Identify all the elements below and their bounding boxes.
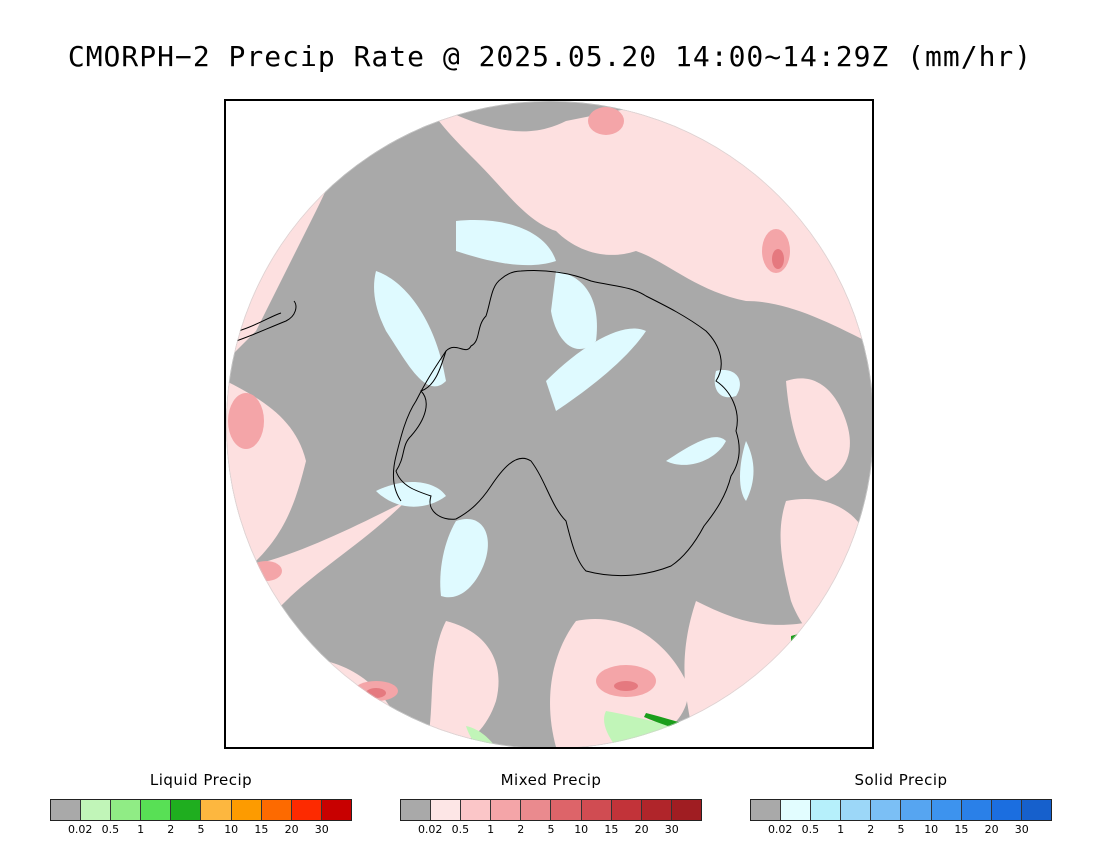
legend-tick-label: 15 (604, 823, 619, 836)
legend-swatch (751, 800, 782, 820)
legend-tick-label: 30 (1014, 823, 1029, 836)
legend-title: Liquid Precip (149, 771, 253, 789)
legend-color-bar (750, 799, 1052, 821)
legend-tick-label: 1 (137, 823, 145, 836)
legend-tick-label: 5 (547, 823, 555, 836)
map-title: CMORPH−2 Precip Rate @ 2025.05.20 14:00~… (67, 40, 1033, 73)
legend-swatch (961, 800, 992, 820)
legend-swatch (551, 800, 582, 820)
legend-tick-label: 2 (517, 823, 525, 836)
legend-tick-label: 10 (924, 823, 939, 836)
legend-swatch (901, 800, 932, 820)
legend-swatch (171, 800, 202, 820)
precip-map (224, 99, 874, 749)
legend-tick-label: 5 (897, 823, 905, 836)
legend-swatch (811, 800, 842, 820)
mixed-precip-heavy (366, 249, 784, 698)
legend-swatch (781, 800, 812, 820)
legend-tick-label: 20 (284, 823, 299, 836)
legend-swatch (931, 800, 962, 820)
legend-tick-label: 0.5 (801, 823, 820, 836)
legend-swatch (51, 800, 82, 820)
legend-swatch (581, 800, 612, 820)
legend-swatch (461, 800, 492, 820)
legend-swatch (321, 800, 351, 820)
legend-liquid-precip: Liquid Precip 0.02 0.5 1 2 5 10 15 20 30 (50, 770, 352, 837)
legend-tick-label: 0.02 (417, 823, 443, 836)
legend-tick-label: 10 (574, 823, 589, 836)
legend-swatch (641, 800, 672, 820)
legend-title: Mixed Precip (500, 771, 602, 789)
legend-tick-label: 0.02 (767, 823, 793, 836)
antarctic-peninsula (393, 350, 447, 502)
solid-precip-areas (374, 220, 754, 598)
legend-swatch (991, 800, 1022, 820)
legend-tick-label: 15 (954, 823, 969, 836)
legend-swatch (871, 800, 902, 820)
legend-tick-label: 2 (867, 823, 875, 836)
legend-color-bar (400, 799, 702, 821)
legend-tick-label: 2 (167, 823, 175, 836)
legend-tick-label: 0.5 (451, 823, 470, 836)
legend-swatch (81, 800, 112, 820)
legend-title: Solid Precip (854, 771, 948, 789)
south-america-coastline (235, 300, 297, 342)
antarctica-coastline (395, 270, 740, 577)
legend-swatch (291, 800, 322, 820)
legend-solid-precip: Solid Precip 0.02 0.5 1 2 5 10 15 20 30 (750, 770, 1052, 837)
legend-swatch (231, 800, 262, 820)
legend-tick-label: 10 (224, 823, 239, 836)
legend-tick-label: 20 (634, 823, 649, 836)
legend-tick-label: 15 (254, 823, 269, 836)
map-disk (226, 101, 872, 747)
map-disk-edge (226, 101, 872, 747)
legend-swatch (671, 800, 701, 820)
legend-swatch (111, 800, 142, 820)
legend-color-bar (50, 799, 352, 821)
legend-swatch (611, 800, 642, 820)
legend-swatch (841, 800, 872, 820)
legend-swatch (431, 800, 462, 820)
legend-tick-label: 1 (837, 823, 845, 836)
legend-tick-label: 0.5 (101, 823, 120, 836)
legend-tick-label: 0.02 (67, 823, 93, 836)
polar-map-canvas (226, 101, 872, 747)
legend-tick-label: 30 (664, 823, 679, 836)
legend-swatch (491, 800, 522, 820)
legend-swatch (261, 800, 292, 820)
legend-tick-label: 5 (197, 823, 205, 836)
legend-tick-label: 1 (487, 823, 495, 836)
legend-ticks: 0.02 0.5 1 2 5 10 15 20 30 (50, 823, 352, 837)
legend-swatch (401, 800, 432, 820)
legend-swatch (201, 800, 232, 820)
legend-swatch (1021, 800, 1051, 820)
legend-tick-label: 30 (314, 823, 329, 836)
legend-ticks: 0.02 0.5 1 2 5 10 15 20 30 (400, 823, 702, 837)
legend-swatch (521, 800, 552, 820)
legend-tick-label: 20 (984, 823, 999, 836)
legend-mixed-precip: Mixed Precip 0.02 0.5 1 2 5 10 15 20 30 (400, 770, 702, 837)
legend-swatch (141, 800, 172, 820)
legend-ticks: 0.02 0.5 1 2 5 10 15 20 30 (750, 823, 1052, 837)
